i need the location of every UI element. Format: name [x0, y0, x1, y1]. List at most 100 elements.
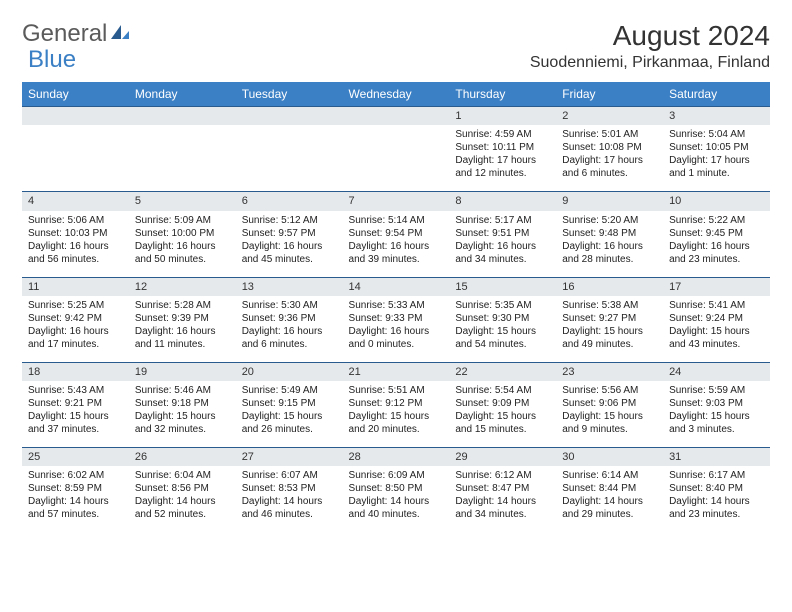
day-number: 1	[449, 107, 556, 125]
day-number: 27	[236, 448, 343, 466]
daylight-text: and 37 minutes.	[28, 423, 123, 436]
daylight-text: Daylight: 17 hours	[669, 154, 764, 167]
daylight-text: and 9 minutes.	[562, 423, 657, 436]
daylight-text: Daylight: 14 hours	[562, 495, 657, 508]
day-number: 19	[129, 363, 236, 381]
daylight-text: Daylight: 16 hours	[28, 325, 123, 338]
day-body: Sunrise: 6:07 AMSunset: 8:53 PMDaylight:…	[236, 466, 343, 532]
daylight-text: and 52 minutes.	[135, 508, 230, 521]
day-cell: 14Sunrise: 5:33 AMSunset: 9:33 PMDayligh…	[343, 277, 450, 362]
day-number	[129, 107, 236, 125]
daylight-text: Daylight: 15 hours	[455, 410, 550, 423]
day-body: Sunrise: 5:20 AMSunset: 9:48 PMDaylight:…	[556, 211, 663, 277]
logo: General	[22, 20, 133, 48]
daylight-text: and 6 minutes.	[242, 338, 337, 351]
day-cell: 25Sunrise: 6:02 AMSunset: 8:59 PMDayligh…	[22, 448, 129, 533]
day-body: Sunrise: 5:09 AMSunset: 10:00 PMDaylight…	[129, 211, 236, 277]
daylight-text: Daylight: 15 hours	[562, 325, 657, 338]
sunset-text: Sunset: 9:39 PM	[135, 312, 230, 325]
daylight-text: and 17 minutes.	[28, 338, 123, 351]
daylight-text: Daylight: 15 hours	[669, 410, 764, 423]
day-cell: 26Sunrise: 6:04 AMSunset: 8:56 PMDayligh…	[129, 448, 236, 533]
dayhead-fri: Friday	[556, 82, 663, 107]
day-cell: 7Sunrise: 5:14 AMSunset: 9:54 PMDaylight…	[343, 192, 450, 277]
day-cell: 20Sunrise: 5:49 AMSunset: 9:15 PMDayligh…	[236, 362, 343, 447]
day-number: 11	[22, 278, 129, 296]
daylight-text: Daylight: 16 hours	[669, 240, 764, 253]
week-row: 25Sunrise: 6:02 AMSunset: 8:59 PMDayligh…	[22, 448, 770, 533]
day-body: Sunrise: 5:17 AMSunset: 9:51 PMDaylight:…	[449, 211, 556, 277]
sunrise-text: Sunrise: 5:51 AM	[349, 384, 444, 397]
daylight-text: and 32 minutes.	[135, 423, 230, 436]
sunrise-text: Sunrise: 5:28 AM	[135, 299, 230, 312]
day-body: Sunrise: 5:51 AMSunset: 9:12 PMDaylight:…	[343, 381, 450, 447]
day-number: 14	[343, 278, 450, 296]
logo-sail-icon	[109, 23, 131, 46]
sunset-text: Sunset: 10:11 PM	[455, 141, 550, 154]
day-body: Sunrise: 5:54 AMSunset: 9:09 PMDaylight:…	[449, 381, 556, 447]
dayhead-row: Sunday Monday Tuesday Wednesday Thursday…	[22, 82, 770, 107]
day-cell: 19Sunrise: 5:46 AMSunset: 9:18 PMDayligh…	[129, 362, 236, 447]
daylight-text: Daylight: 15 hours	[455, 325, 550, 338]
day-number: 8	[449, 192, 556, 210]
day-cell: 15Sunrise: 5:35 AMSunset: 9:30 PMDayligh…	[449, 277, 556, 362]
day-body: Sunrise: 6:17 AMSunset: 8:40 PMDaylight:…	[663, 466, 770, 532]
sunset-text: Sunset: 9:15 PM	[242, 397, 337, 410]
sunrise-text: Sunrise: 5:49 AM	[242, 384, 337, 397]
day-number: 15	[449, 278, 556, 296]
sunrise-text: Sunrise: 5:20 AM	[562, 214, 657, 227]
daylight-text: and 6 minutes.	[562, 167, 657, 180]
day-number	[343, 107, 450, 125]
day-number: 4	[22, 192, 129, 210]
daylight-text: and 11 minutes.	[135, 338, 230, 351]
day-number	[236, 107, 343, 125]
day-body: Sunrise: 5:14 AMSunset: 9:54 PMDaylight:…	[343, 211, 450, 277]
dayhead-thu: Thursday	[449, 82, 556, 107]
day-cell	[236, 107, 343, 192]
sunrise-text: Sunrise: 5:59 AM	[669, 384, 764, 397]
day-cell: 5Sunrise: 5:09 AMSunset: 10:00 PMDayligh…	[129, 192, 236, 277]
week-row: 11Sunrise: 5:25 AMSunset: 9:42 PMDayligh…	[22, 277, 770, 362]
daylight-text: Daylight: 14 hours	[28, 495, 123, 508]
sunset-text: Sunset: 9:48 PM	[562, 227, 657, 240]
sunset-text: Sunset: 9:21 PM	[28, 397, 123, 410]
dayhead-sat: Saturday	[663, 82, 770, 107]
day-cell: 10Sunrise: 5:22 AMSunset: 9:45 PMDayligh…	[663, 192, 770, 277]
day-number: 17	[663, 278, 770, 296]
logo-text-part2-wrap: Blue	[28, 46, 76, 74]
day-body: Sunrise: 6:14 AMSunset: 8:44 PMDaylight:…	[556, 466, 663, 532]
day-body: Sunrise: 5:38 AMSunset: 9:27 PMDaylight:…	[556, 296, 663, 362]
daylight-text: and 26 minutes.	[242, 423, 337, 436]
daylight-text: Daylight: 16 hours	[135, 240, 230, 253]
day-cell: 18Sunrise: 5:43 AMSunset: 9:21 PMDayligh…	[22, 362, 129, 447]
day-body: Sunrise: 5:59 AMSunset: 9:03 PMDaylight:…	[663, 381, 770, 447]
day-body: Sunrise: 6:02 AMSunset: 8:59 PMDaylight:…	[22, 466, 129, 532]
location: Suodenniemi, Pirkanmaa, Finland	[530, 54, 770, 72]
sunset-text: Sunset: 8:47 PM	[455, 482, 550, 495]
sunrise-text: Sunrise: 5:35 AM	[455, 299, 550, 312]
sunrise-text: Sunrise: 5:38 AM	[562, 299, 657, 312]
sunrise-text: Sunrise: 6:04 AM	[135, 469, 230, 482]
sunset-text: Sunset: 9:27 PM	[562, 312, 657, 325]
sunrise-text: Sunrise: 5:17 AM	[455, 214, 550, 227]
daylight-text: Daylight: 16 hours	[349, 325, 444, 338]
sunrise-text: Sunrise: 5:14 AM	[349, 214, 444, 227]
day-body: Sunrise: 6:12 AMSunset: 8:47 PMDaylight:…	[449, 466, 556, 532]
day-cell	[343, 107, 450, 192]
daylight-text: Daylight: 14 hours	[135, 495, 230, 508]
day-number: 28	[343, 448, 450, 466]
day-number: 31	[663, 448, 770, 466]
dayhead-mon: Monday	[129, 82, 236, 107]
daylight-text: Daylight: 17 hours	[455, 154, 550, 167]
daylight-text: and 34 minutes.	[455, 253, 550, 266]
day-body: Sunrise: 5:33 AMSunset: 9:33 PMDaylight:…	[343, 296, 450, 362]
day-body: Sunrise: 5:04 AMSunset: 10:05 PMDaylight…	[663, 125, 770, 191]
day-number: 3	[663, 107, 770, 125]
dayhead-tue: Tuesday	[236, 82, 343, 107]
daylight-text: Daylight: 16 hours	[349, 240, 444, 253]
sunset-text: Sunset: 9:57 PM	[242, 227, 337, 240]
sunrise-text: Sunrise: 5:54 AM	[455, 384, 550, 397]
day-body: Sunrise: 5:41 AMSunset: 9:24 PMDaylight:…	[663, 296, 770, 362]
sunset-text: Sunset: 9:03 PM	[669, 397, 764, 410]
sunset-text: Sunset: 8:56 PM	[135, 482, 230, 495]
